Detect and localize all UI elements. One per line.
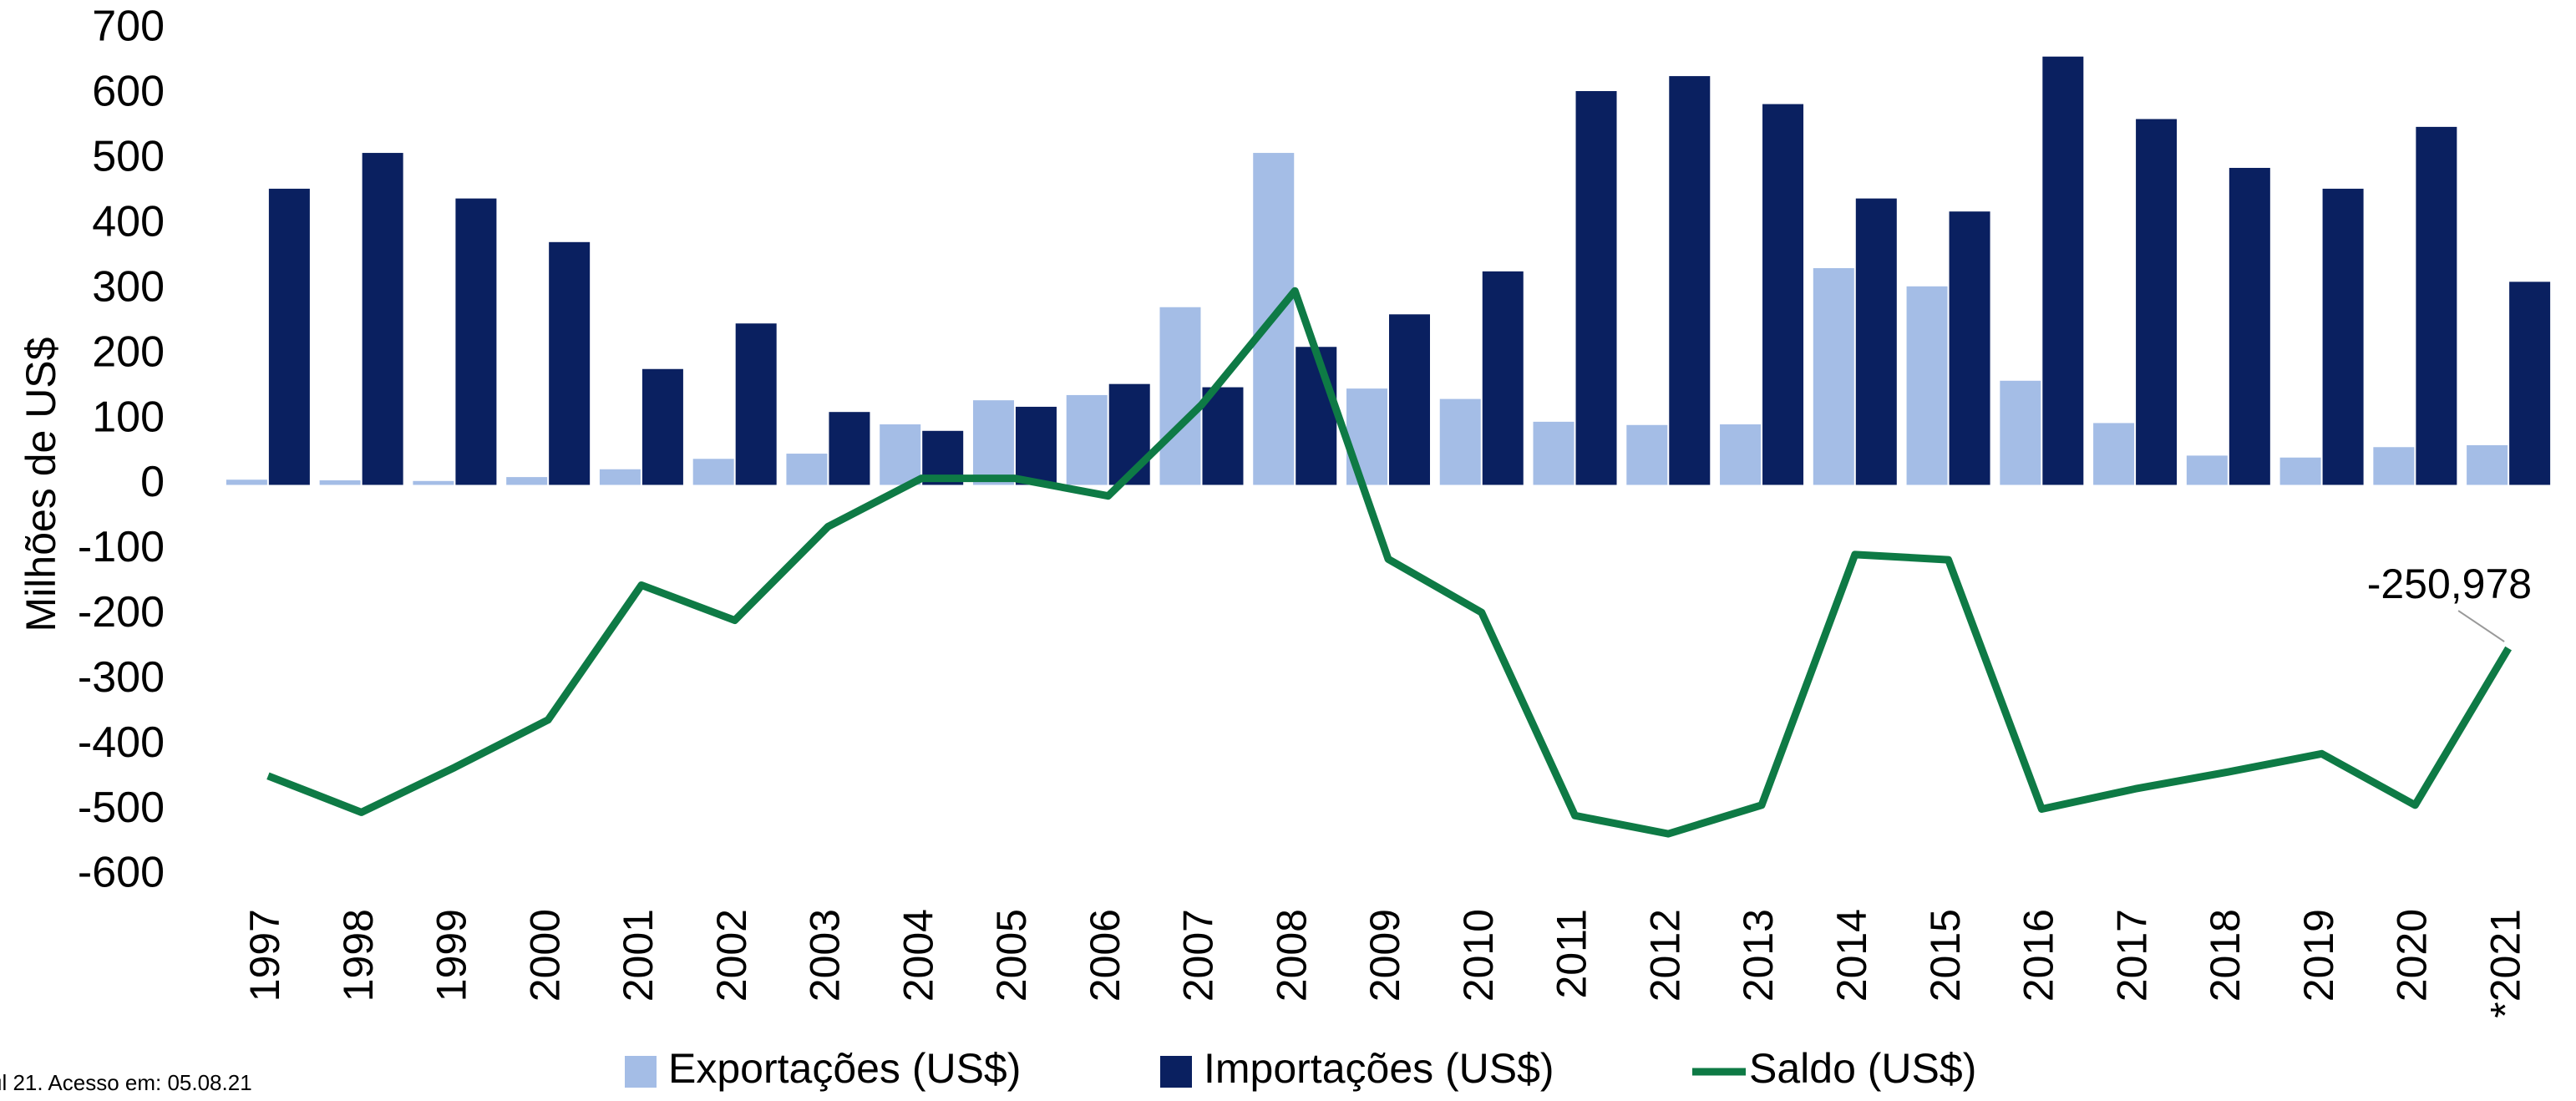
footnote: ul 21. Acesso em: 05.08.21 <box>0 1070 252 1095</box>
bar <box>2279 457 2321 485</box>
y-tick-label: -600 <box>78 849 165 897</box>
x-tick-label: 2017 <box>2108 909 2155 1002</box>
bar <box>1626 424 1668 485</box>
bar <box>413 480 454 485</box>
x-tick-label: 2018 <box>2202 909 2249 1002</box>
bar <box>2509 282 2551 485</box>
data-label: -250,978 <box>2367 561 2532 607</box>
bar <box>362 153 403 485</box>
bar <box>2136 119 2178 485</box>
x-tick-label: 2011 <box>1549 909 1595 999</box>
y-tick-label: 100 <box>92 393 165 441</box>
bar <box>2467 444 2508 485</box>
bar <box>880 424 921 485</box>
bar <box>1389 314 1430 485</box>
bar <box>1482 271 1524 485</box>
bar <box>1439 398 1481 485</box>
y-tick-label: 500 <box>92 133 165 181</box>
bar <box>2042 56 2084 485</box>
x-tick-label: 1997 <box>241 909 288 1002</box>
bar <box>2229 167 2270 485</box>
bar <box>2093 423 2135 485</box>
x-tick-label: 2016 <box>2016 909 2062 1002</box>
legend-swatch <box>625 1056 657 1088</box>
y-tick-label: 600 <box>92 68 165 116</box>
bar <box>1202 387 1244 485</box>
bar <box>1296 347 1337 485</box>
y-axis-label: Milhões de US$ <box>18 337 64 632</box>
bar <box>506 477 548 485</box>
bar <box>319 480 361 485</box>
x-tick-label: 2009 <box>1362 909 1408 1002</box>
bar <box>1159 307 1201 485</box>
bar <box>2373 447 2415 485</box>
x-tick-label: 2019 <box>2295 909 2342 1002</box>
bar <box>226 479 267 485</box>
y-tick-label: -300 <box>78 653 165 702</box>
x-tick-label: 2012 <box>1641 909 1688 1002</box>
x-tick-label: 2014 <box>1828 909 1875 1002</box>
x-tick-label: 2015 <box>1922 909 1969 1002</box>
bar <box>1949 211 1990 485</box>
bar <box>1906 286 1948 485</box>
x-tick-label: 2001 <box>615 909 662 1002</box>
x-tick-label: 1998 <box>335 909 382 1002</box>
y-tick-label: -500 <box>78 784 165 832</box>
y-tick-label: 400 <box>92 198 165 246</box>
x-tick-label: 2004 <box>895 909 941 1002</box>
bar <box>1346 388 1387 485</box>
x-tick-label: 2000 <box>521 909 568 1002</box>
x-tick-label: 2002 <box>708 909 755 1002</box>
bar <box>1015 406 1057 485</box>
bar <box>1108 383 1150 485</box>
label-leader <box>2457 610 2505 642</box>
bar <box>735 323 777 485</box>
y-tick-label: 300 <box>92 262 165 311</box>
x-tick-label: 2003 <box>802 909 849 1002</box>
bar <box>1669 76 1711 485</box>
bar <box>549 241 591 485</box>
bar <box>641 368 683 485</box>
x-tick-label: 2008 <box>1268 909 1315 1002</box>
bar <box>455 198 497 485</box>
legend-swatch <box>1160 1056 1192 1088</box>
bar <box>599 469 641 485</box>
bar <box>2416 126 2457 485</box>
bar <box>1066 394 1108 485</box>
bar <box>2322 188 2364 485</box>
bar <box>1533 421 1575 485</box>
x-tick-label: 2007 <box>1175 909 1222 1002</box>
y-tick-label: -400 <box>78 718 165 767</box>
y-tick-label: 200 <box>92 327 165 376</box>
x-tick-label: 2010 <box>1455 909 1502 1002</box>
legend-label: Saldo (US$) <box>1749 1045 1976 1092</box>
x-tick-label: *2021 <box>2482 909 2528 1018</box>
legend-label: Importações (US$) <box>1204 1045 1554 1092</box>
bar <box>1855 198 1897 485</box>
bar <box>829 412 870 485</box>
y-tick-label: 0 <box>140 458 165 506</box>
x-tick-label: 2005 <box>988 909 1035 1002</box>
bar <box>786 454 828 485</box>
bar <box>2186 455 2228 485</box>
x-tick-label: 2020 <box>2389 909 2436 1002</box>
bar <box>1575 91 1617 485</box>
y-tick-label: 700 <box>92 3 165 51</box>
x-tick-label: 1999 <box>428 909 475 1002</box>
bar <box>692 459 734 485</box>
x-tick-label: 2006 <box>1082 909 1128 1002</box>
bar <box>972 400 1014 485</box>
legend-label: Exportações (US$) <box>668 1045 1021 1092</box>
y-tick-label: -200 <box>78 588 165 637</box>
y-tick-label: -100 <box>78 523 165 571</box>
bar <box>1762 104 1804 485</box>
line <box>266 287 2512 838</box>
bar <box>1720 424 1762 485</box>
bar <box>1813 267 1854 485</box>
x-tick-label: 2013 <box>1735 909 1782 1002</box>
bar <box>268 188 310 485</box>
bar <box>2000 380 2041 485</box>
